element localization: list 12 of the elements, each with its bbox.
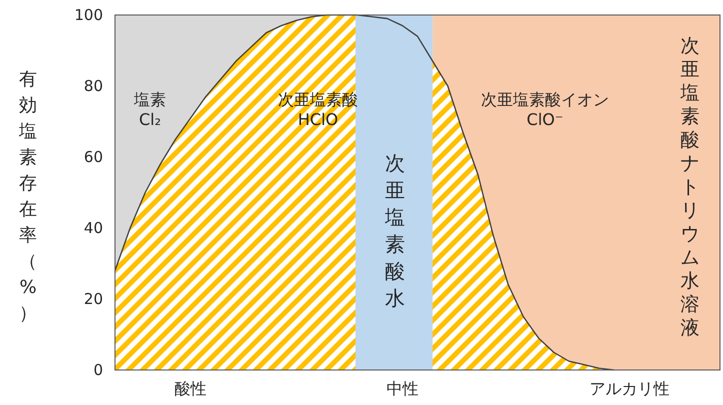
y-tick-label: 0 [93,361,103,379]
x-tick-label: アルカリ性 [589,379,670,398]
y-tick-label: 80 [84,77,103,95]
text: 次亜塩素酸ナトリウム水溶液 [680,35,700,339]
y-tick-label: 60 [84,148,103,166]
x-tick-label: 中性 [386,379,418,398]
y-tick-label: 100 [74,6,103,24]
x-tick-label: 酸性 [174,379,207,398]
annotation: 次亜塩素酸イオン ClO⁻ [481,90,609,129]
text: 有効塩素存在率（%） [19,69,37,324]
y-tick-label: 20 [84,290,103,308]
y-tick-label: 40 [84,219,103,237]
